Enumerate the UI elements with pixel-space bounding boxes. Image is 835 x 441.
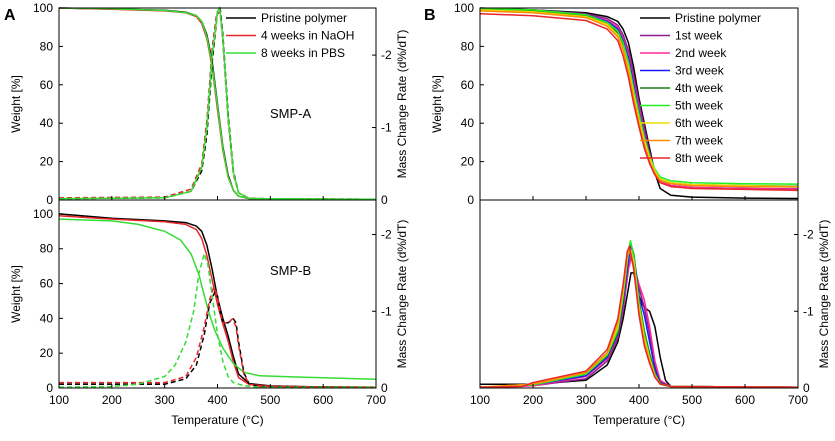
y-tick-label: 100 — [33, 207, 53, 221]
legend-label: 4th week — [675, 81, 724, 95]
y-tick-label: 20 — [40, 346, 54, 360]
x-tick-label: 300 — [576, 393, 596, 407]
y-tick-label: 60 — [40, 78, 54, 92]
series-line-B-top-8 — [479, 13, 799, 192]
series-line-A-bottom-4 — [59, 287, 377, 388]
series-line-A-bottom-2 — [58, 218, 377, 381]
y2-axis-label: Mass Change Rate (d%/dT) — [817, 220, 831, 369]
y-tick-label: 20 — [40, 155, 54, 169]
y-tick-label: 40 — [461, 116, 475, 130]
y-tick-label: 80 — [40, 242, 54, 256]
x-axis-label: Temperature (°C) — [171, 413, 263, 427]
x-tick-label: 500 — [260, 393, 280, 407]
panel-label-B: B — [424, 7, 436, 24]
y-tick-label: 60 — [40, 277, 54, 291]
y-tick-label: 80 — [40, 39, 54, 53]
series-line-A-bottom-3 — [59, 291, 377, 388]
y2-tick-label: 0 — [381, 381, 388, 395]
y2-tick-label: -1 — [381, 304, 392, 318]
y2-tick-label: -2 — [381, 48, 392, 62]
chart-B-top: 0 20 40 60 80 100 Weight [%] Pristine polymer 1s… — [430, 1, 799, 207]
y-tick-label: 100 — [454, 1, 474, 15]
legend-label: Pristine polymer — [675, 11, 761, 25]
x-tick-label: 500 — [682, 393, 702, 407]
series-line-B-bottom-8 — [479, 245, 799, 388]
legend-label: 3rd week — [675, 64, 725, 78]
series-line-B-bottom-1 — [479, 252, 799, 388]
y-tick-label: 0 — [467, 193, 474, 207]
y2-tick-label: -1 — [803, 304, 814, 318]
y-tick-label: 40 — [40, 311, 54, 325]
x-tick-label: 600 — [313, 393, 333, 407]
y-tick-label: 40 — [40, 116, 54, 130]
series-line-A-top-5 — [58, 6, 377, 201]
x-tick-label: 200 — [523, 393, 543, 407]
legend-label: 8 weeks in PBS — [261, 46, 345, 60]
sample-label: SMP-B — [270, 263, 311, 278]
x-tick-label: 100 — [470, 393, 490, 407]
legend-label: Pristine polymer — [261, 11, 347, 25]
series-line-B-top-6 — [479, 9, 799, 188]
legend-label: 2nd week — [675, 46, 727, 60]
x-axis-label: Temperature (°C) — [593, 413, 685, 427]
y-axis-label: Weight [%] — [9, 265, 23, 323]
x-tick-label: 400 — [629, 393, 649, 407]
legend-label: 8th week — [675, 151, 724, 165]
series-line-A-bottom-5 — [58, 252, 376, 388]
x-tick-label: 400 — [207, 393, 227, 407]
x-tick-label: 600 — [735, 393, 755, 407]
legend-label: 7th week — [675, 134, 724, 148]
y-tick-label: 0 — [46, 193, 53, 207]
y2-tick-label: 0 — [381, 193, 388, 207]
x-tick-label: 300 — [155, 393, 175, 407]
panel-label-A: A — [4, 7, 16, 24]
y2-axis-label: Mass Change Rate (d%/dT) — [395, 220, 409, 369]
x-tick-label: 200 — [102, 393, 122, 407]
y-axis-label: Weight [%] — [430, 75, 444, 133]
chart-A-bottom: 100 200 300 400 500 600 700020406080100Weight … — [9, 199, 409, 427]
sample-label: SMP-A — [270, 106, 312, 121]
series-line-B-top-5 — [479, 7, 799, 185]
y-tick-label: 100 — [33, 1, 53, 15]
y2-tick-label: 0 — [803, 381, 810, 395]
series-line-B-top-0 — [479, 7, 799, 200]
y2-tick-label: -1 — [381, 121, 392, 135]
y-tick-label: 80 — [461, 39, 475, 53]
legend-label: 5th week — [675, 99, 724, 113]
y2-axis-label: Mass Change Rate (d%/dT) — [395, 30, 409, 179]
series-line-B-bottom-2 — [479, 256, 799, 388]
y-tick-label: 60 — [461, 78, 475, 92]
series-line-A-top-4 — [58, 10, 377, 201]
series-line-B-top-1 — [479, 8, 799, 190]
x-tick-label: 100 — [49, 393, 69, 407]
legend-label: 1st week — [675, 29, 723, 43]
y-tick-label: 0 — [46, 381, 53, 395]
legend-label: 6th week — [675, 116, 724, 130]
legend-label: 4 weeks in NaOH — [261, 29, 354, 43]
x-tick-label: 700 — [366, 393, 386, 407]
y-axis-label: Weight [%] — [9, 75, 23, 133]
x-tick-label: 700 — [788, 393, 808, 407]
series-line-B-top-7 — [479, 10, 799, 188]
chart-A-top: 0 20 40 60 80 100 Weight [%] 0 -1 -2 Mass Change R… — [9, 1, 409, 207]
y-tick-label: 20 — [461, 155, 475, 169]
y2-tick-label: -2 — [803, 228, 814, 242]
y2-tick-label: -2 — [381, 228, 392, 242]
